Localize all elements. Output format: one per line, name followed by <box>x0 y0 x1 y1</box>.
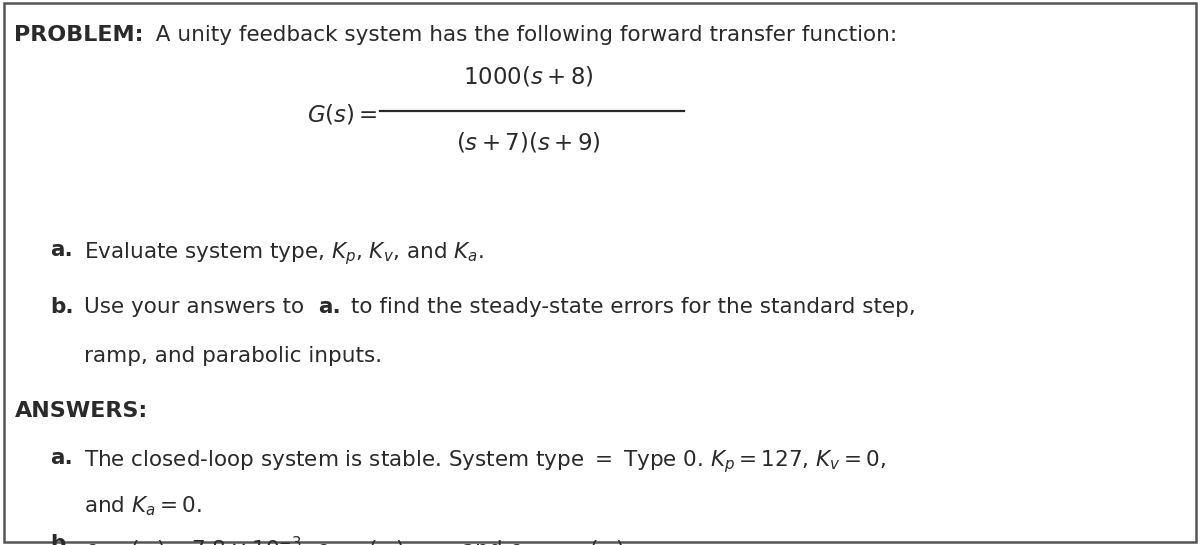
Text: $1000(s + 8)$: $1000(s + 8)$ <box>463 65 593 89</box>
Text: ANSWERS:: ANSWERS: <box>14 401 148 421</box>
Text: A unity feedback system has the following forward transfer function:: A unity feedback system has the followin… <box>142 25 896 45</box>
Text: The closed-loop system is stable. System type $=$ Type 0. $K_p = 127$, $K_v = 0$: The closed-loop system is stable. System… <box>84 448 886 475</box>
Text: b.: b. <box>50 297 74 317</box>
Text: Evaluate system type, $K_p$, $K_v$, and $K_a$.: Evaluate system type, $K_p$, $K_v$, and … <box>84 240 484 267</box>
Text: a.: a. <box>318 297 341 317</box>
Text: $e_{\mathrm{step}}(\infty) = 7.8 \times 10^{-3}$, $e_{\mathrm{ramp}}(\infty) = \: $e_{\mathrm{step}}(\infty) = 7.8 \times … <box>84 534 667 545</box>
Text: to find the steady-state errors for the standard step,: to find the steady-state errors for the … <box>344 297 916 317</box>
Text: a.: a. <box>50 240 73 260</box>
Text: Use your answers to: Use your answers to <box>84 297 311 317</box>
Text: ramp, and parabolic inputs.: ramp, and parabolic inputs. <box>84 346 382 366</box>
Text: a.: a. <box>50 448 73 468</box>
Text: b.: b. <box>50 534 74 545</box>
Text: $G(s) =$: $G(s) =$ <box>307 102 378 126</box>
Text: $(s+7)(s+9)$: $(s+7)(s+9)$ <box>456 131 600 155</box>
Text: and $K_a = 0$.: and $K_a = 0$. <box>84 494 202 518</box>
Text: PROBLEM:: PROBLEM: <box>14 25 144 45</box>
